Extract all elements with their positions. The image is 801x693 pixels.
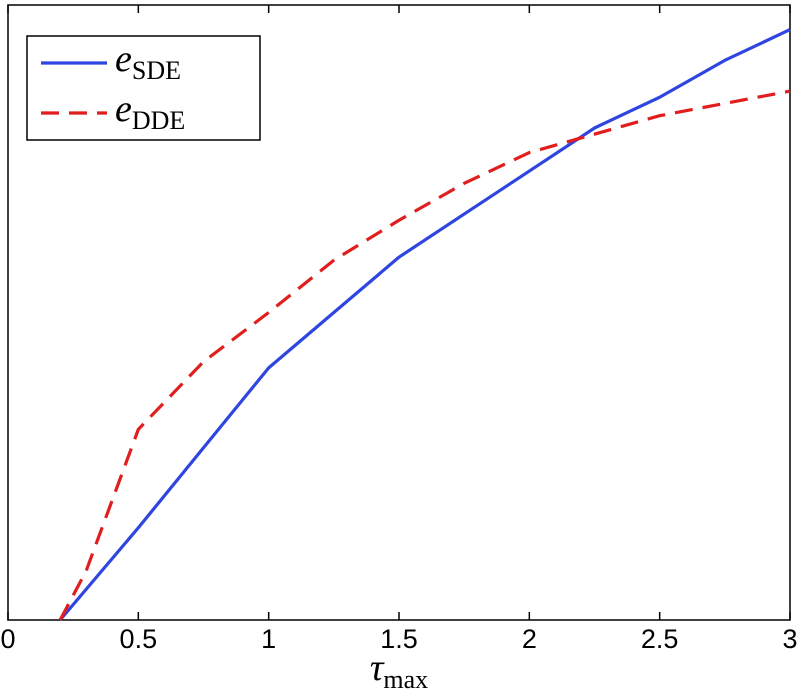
x-axis-label: τmax [370, 647, 428, 693]
x-tick-label: 3 [782, 624, 797, 654]
legend-entry: eSDE [115, 38, 181, 85]
x-tick-label: 1.5 [380, 624, 418, 654]
x-tick-label: 2.5 [641, 624, 679, 654]
legend-box [26, 35, 261, 141]
legend-subscript: SDE [132, 56, 181, 85]
legend-symbol: e [115, 38, 132, 80]
x-label-symbol: τ [370, 647, 385, 689]
x-tick-label: 2 [522, 624, 537, 654]
data-line [58, 89, 791, 621]
legend-subscript: DDE [132, 106, 185, 135]
legend-entry: eDDE [115, 88, 185, 135]
x-tick-label: 0.5 [120, 624, 158, 654]
x-tick-label: 1 [261, 624, 276, 654]
x-tick-label: 0 [0, 624, 15, 654]
legend-symbol: e [115, 88, 132, 130]
x-label-subscript: max [383, 665, 428, 693]
data-line [58, 28, 791, 622]
